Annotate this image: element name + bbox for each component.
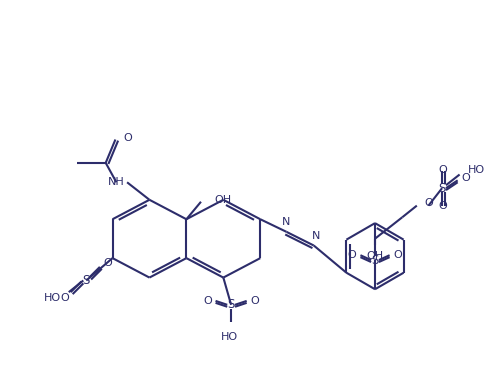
Text: HO: HO: [220, 332, 237, 342]
Text: N: N: [311, 231, 319, 241]
Text: S: S: [371, 254, 378, 266]
Text: O: O: [438, 201, 447, 211]
Text: OH: OH: [366, 251, 383, 261]
Text: O: O: [104, 258, 112, 268]
Text: N: N: [282, 217, 290, 227]
Text: O: O: [424, 198, 433, 208]
Text: O: O: [202, 296, 211, 306]
Text: OH: OH: [214, 195, 231, 205]
Text: S: S: [438, 182, 445, 195]
Text: O: O: [438, 165, 447, 175]
Text: S: S: [82, 274, 90, 287]
Text: S: S: [227, 298, 234, 311]
Text: NH: NH: [107, 177, 124, 187]
Text: O: O: [250, 296, 259, 306]
Text: O: O: [60, 293, 69, 303]
Text: HO: HO: [44, 293, 61, 303]
Text: HO: HO: [467, 165, 484, 175]
Text: O: O: [123, 132, 132, 142]
Text: O: O: [393, 250, 401, 260]
Text: O: O: [461, 173, 469, 183]
Text: O: O: [347, 250, 356, 260]
